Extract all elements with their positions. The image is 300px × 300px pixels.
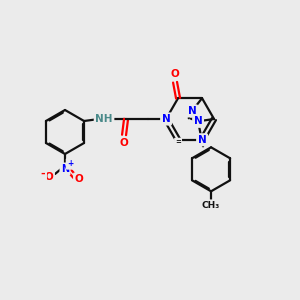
Text: N: N xyxy=(198,135,206,145)
Text: O: O xyxy=(171,69,179,79)
Text: =: = xyxy=(175,139,181,145)
Text: +: + xyxy=(67,160,73,169)
Text: N: N xyxy=(194,116,203,126)
Text: N: N xyxy=(61,164,69,174)
Text: O: O xyxy=(45,172,53,182)
Text: O: O xyxy=(120,138,128,148)
Text: CH₃: CH₃ xyxy=(202,201,220,210)
Text: -: - xyxy=(41,169,45,179)
Text: N: N xyxy=(188,106,197,116)
Text: NH: NH xyxy=(95,114,113,124)
Text: N: N xyxy=(162,114,170,124)
Text: O: O xyxy=(75,174,83,184)
